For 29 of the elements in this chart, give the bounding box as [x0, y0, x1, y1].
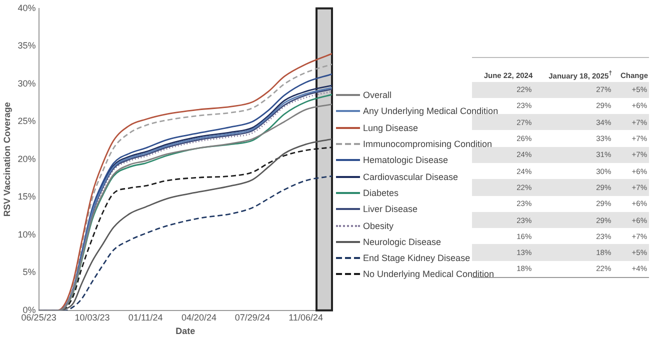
x-tick-label: 10/03/23 — [74, 312, 110, 322]
legend-label: End Stage Kidney Disease — [363, 253, 470, 264]
y-tick-label: 0% — [22, 304, 36, 315]
y-tick-label: 40% — [18, 2, 36, 13]
legend-label: Any Underlying Medical Condition — [363, 106, 498, 116]
x-tick-label: 11/06/24 — [288, 312, 324, 322]
legend-label: Cardiovascular Disease — [363, 172, 458, 182]
x-axis-title: Date — [176, 326, 196, 336]
legend-label: Hematologic Disease — [363, 155, 448, 166]
y-tick-label: 30% — [18, 78, 36, 88]
y-tick-label: 35% — [18, 40, 36, 51]
x-tick-label: 01/11/24 — [128, 312, 163, 322]
y-axis-title: RSV Vaccination Coverage — [2, 102, 12, 217]
x-tick-label: 04/20/24 — [182, 312, 217, 322]
legend-label: Obesity — [363, 220, 394, 231]
y-tick-label: 10% — [18, 229, 36, 240]
x-tick-label: 07/29/24 — [234, 312, 270, 322]
y-tick-label: 5% — [22, 267, 36, 278]
legend-label: Overall — [363, 90, 392, 100]
y-tick-label: 15% — [18, 192, 36, 202]
legend-label: No Underlying Medical Condition — [363, 269, 494, 280]
legend-label: Lung Disease — [363, 122, 418, 133]
legend-label: Immunocompromising Condition — [363, 139, 492, 150]
y-tick-label: 25% — [18, 116, 36, 126]
x-tick-label: 06/25/23 — [21, 312, 56, 322]
legend-label: Neurologic Disease — [363, 236, 442, 247]
legend-label: Diabetes — [363, 188, 399, 198]
legend-label: Liver Disease — [363, 204, 418, 214]
y-tick-label: 20% — [18, 154, 36, 164]
